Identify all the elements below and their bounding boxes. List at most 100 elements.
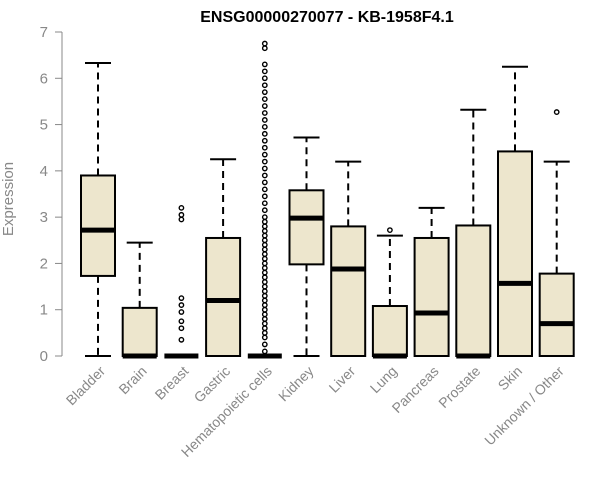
outlier-point [261, 186, 268, 193]
box-group [413, 206, 450, 358]
outlier-point [261, 218, 268, 225]
outlier-point [261, 334, 268, 341]
outlier-point [261, 269, 268, 276]
outlier-point [261, 123, 268, 130]
box-group [330, 160, 367, 357]
y-tick-label: 3 [40, 209, 48, 226]
outlier-point [178, 295, 185, 302]
outlier-point [261, 61, 268, 68]
box-group [205, 158, 242, 358]
outlier-point [261, 274, 268, 281]
y-tick-label: 0 [40, 348, 48, 365]
category-label: Unknown / Other [481, 363, 567, 449]
outlier-point [261, 260, 268, 267]
outlier-point [261, 302, 268, 308]
category-label: Bladder [63, 363, 109, 409]
outlier-point [261, 75, 268, 82]
outlier-point [261, 45, 268, 52]
outlier-point [261, 265, 268, 271]
outlier-point [261, 288, 268, 295]
box-group [497, 65, 533, 357]
box-group [247, 40, 282, 359]
iqr-box [413, 236, 450, 358]
box-group [121, 241, 158, 359]
box-group [164, 204, 199, 359]
outlier-point [261, 110, 268, 116]
y-tick-label: 2 [40, 255, 48, 272]
category-label: Lung [367, 363, 400, 396]
category-label: Liver [326, 363, 359, 396]
y-axis-ticks: 0 1 2 3 4 5 6 7 [40, 24, 62, 365]
outlier-point [261, 68, 268, 75]
outlier-point [261, 82, 268, 89]
outlier-point [261, 130, 268, 137]
y-tick-label: 5 [40, 117, 48, 134]
iqr-box [538, 272, 575, 357]
iqr-box [497, 150, 533, 357]
outlier-point [178, 302, 185, 308]
iqr-box [121, 306, 158, 357]
outlier-point [386, 227, 393, 234]
outlier-point [261, 214, 268, 221]
outlier-point [261, 200, 268, 207]
outlier-point [261, 329, 268, 336]
outlier-point [261, 341, 268, 348]
y-axis-label: Expression [0, 162, 17, 236]
outlier-point [178, 204, 185, 211]
outlier-point [261, 117, 268, 123]
outlier-point [261, 311, 268, 318]
outlier-point [261, 137, 268, 144]
outlier-point [178, 216, 185, 223]
outlier-point [261, 325, 268, 332]
y-tick-label: 6 [40, 70, 48, 87]
box-group [455, 108, 492, 359]
outlier-point [261, 96, 268, 103]
outlier-point [261, 144, 268, 151]
outlier-point [261, 158, 268, 165]
box-group [80, 62, 116, 357]
outlier-point [261, 348, 268, 355]
outlier-point [261, 151, 268, 158]
category-label: Breast [152, 363, 192, 403]
outlier-point [261, 179, 268, 186]
outlier-point [261, 89, 268, 96]
outlier-point [261, 172, 268, 179]
outlier-point [261, 251, 268, 258]
outlier-point [178, 325, 185, 332]
chart-title: ENSG00000270077 - KB-1958F4.1 [200, 9, 454, 26]
outlier-point [261, 103, 268, 109]
outlier-point [261, 40, 268, 47]
y-tick-label: 1 [40, 302, 48, 319]
outlier-point [261, 246, 268, 253]
iqr-box [205, 236, 242, 358]
box-group [538, 109, 575, 357]
outlier-point [261, 320, 268, 327]
iqr-box [455, 224, 492, 357]
category-label: Brain [115, 363, 149, 397]
outlier-point [553, 109, 560, 115]
iqr-box [80, 174, 116, 277]
outlier-point [261, 207, 268, 214]
box-group [371, 227, 408, 359]
outlier-point [261, 255, 268, 262]
outlier-point [261, 297, 268, 304]
iqr-box [330, 225, 367, 357]
iqr-box [288, 189, 325, 266]
outlier-point [261, 316, 268, 322]
outlier-point [261, 292, 268, 299]
outlier-point [261, 237, 268, 244]
outlier-point [261, 306, 268, 313]
outlier-point [261, 228, 268, 234]
y-tick-label: 7 [40, 24, 48, 41]
outlier-point [261, 242, 268, 248]
outlier-point [178, 211, 185, 218]
category-label: Skin [495, 363, 526, 394]
outlier-point [261, 232, 268, 239]
outlier-point [178, 309, 185, 315]
y-tick-label: 4 [40, 163, 48, 180]
boxes-layer [80, 40, 575, 359]
category-label: Prostate [435, 363, 483, 411]
category-label: Kidney [275, 363, 317, 405]
